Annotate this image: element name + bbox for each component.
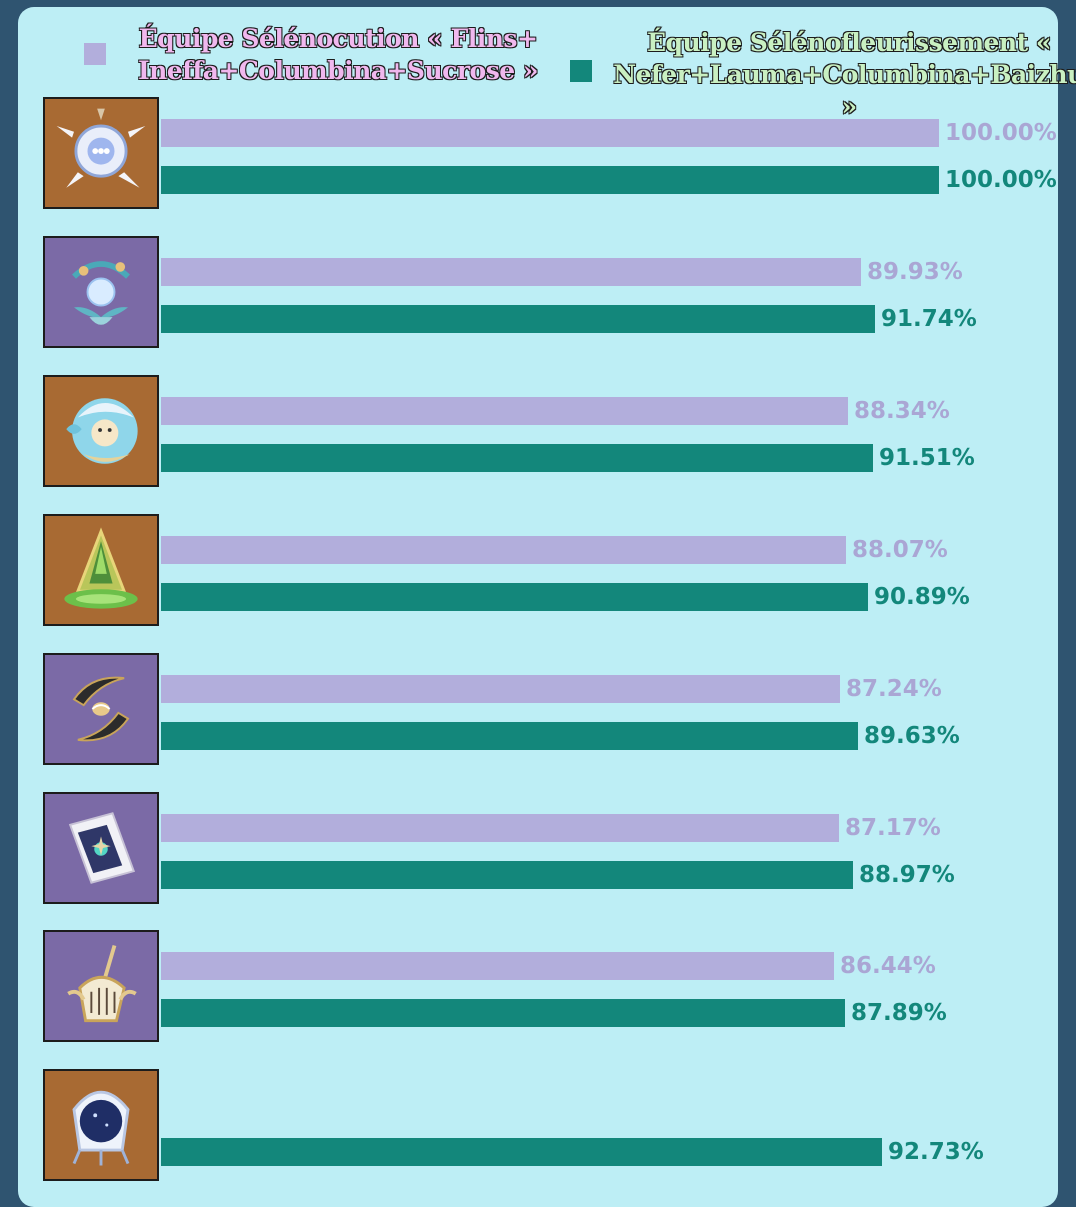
bar-series-a (161, 119, 939, 147)
data-label-series-a: 87.17% (845, 815, 941, 841)
bar-series-b (161, 583, 868, 611)
gladiator-flower-icon (43, 97, 159, 209)
water-lily-icon (43, 236, 159, 348)
ocean-shell-icon (43, 375, 159, 487)
golden-lyre-icon (43, 930, 159, 1042)
bar-series-a (161, 814, 839, 842)
data-label-series-b: 100.00% (945, 167, 1057, 193)
bar-series-a (161, 952, 834, 980)
starry-orb-icon (43, 1069, 159, 1181)
data-label-series-b: 90.89% (874, 584, 970, 610)
data-label-series-b: 91.51% (879, 445, 975, 471)
legend-series-b: Équipe Sélénofleurissement « Nefer+Lauma… (570, 27, 1076, 123)
legend-label-b: Équipe Sélénofleurissement « Nefer+Lauma… (613, 27, 1076, 122)
bar-series-b (161, 1138, 882, 1166)
bar-series-b (161, 444, 873, 472)
bar-series-a (161, 258, 861, 286)
bar-series-a (161, 397, 848, 425)
bar-series-a (161, 675, 840, 703)
data-label-series-b: 87.89% (851, 1000, 947, 1026)
legend-series-a: Équipe Sélénocution « Flins+ Ineffa+Colu… (84, 23, 548, 87)
data-label-series-b: 89.63% (864, 723, 960, 749)
data-label-series-a: 88.07% (852, 537, 948, 563)
bar-series-b (161, 722, 858, 750)
data-label-series-b: 91.74% (881, 306, 977, 332)
data-label-series-b: 88.97% (859, 862, 955, 888)
legend-swatch-a (84, 43, 106, 65)
legend-swatch-b (570, 60, 592, 82)
data-label-series-a: 86.44% (840, 953, 936, 979)
bar-series-b (161, 999, 845, 1027)
bar-series-a (161, 536, 846, 564)
data-label-series-a: 87.24% (846, 676, 942, 702)
silver-book-icon (43, 792, 159, 904)
crescent-feather-icon (43, 653, 159, 765)
bar-series-b (161, 166, 939, 194)
data-label-series-a: 88.34% (854, 398, 950, 424)
legend-label-a: Équipe Sélénocution « Flins+ Ineffa+Colu… (137, 23, 539, 86)
green-crystal-icon (43, 514, 159, 626)
data-label-series-b: 92.73% (888, 1139, 984, 1165)
bar-series-b (161, 861, 853, 889)
data-label-series-a: 100.00% (945, 120, 1057, 146)
data-label-series-a: 89.93% (867, 259, 963, 285)
bar-series-b (161, 305, 875, 333)
